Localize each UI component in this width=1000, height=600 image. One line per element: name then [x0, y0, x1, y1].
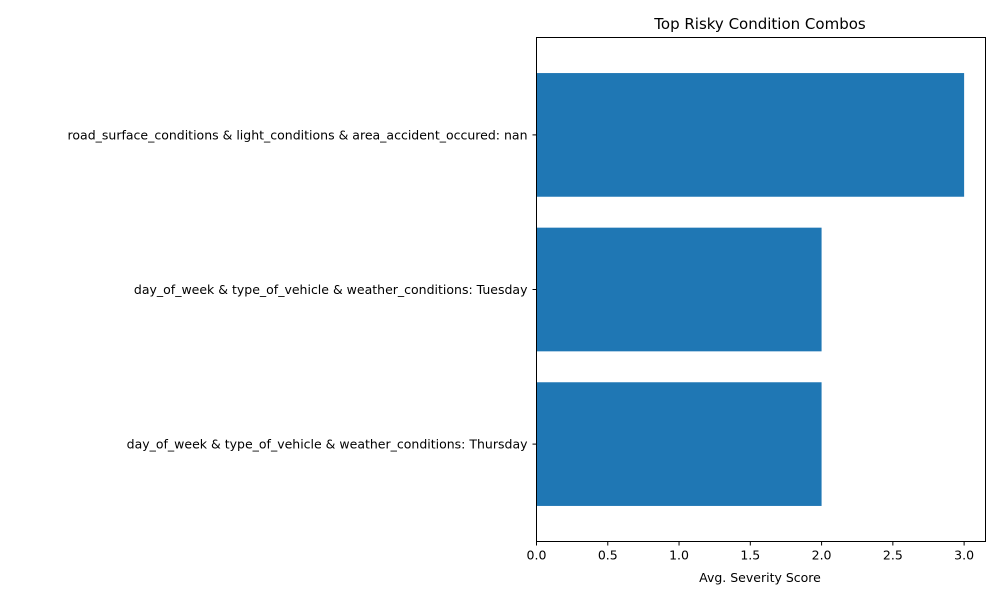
- x-axis-label: Avg. Severity Score: [699, 570, 821, 585]
- x-tick-label: 3.0: [954, 548, 974, 563]
- y-tick-label: road_surface_conditions & light_conditio…: [68, 127, 528, 142]
- chart-title: Top Risky Condition Combos: [653, 15, 866, 33]
- bars-group: [536, 73, 965, 506]
- x-tick-label: 0.0: [527, 548, 547, 563]
- x-tick-label: 1.0: [669, 548, 689, 563]
- y-tick-label: day_of_week & type_of_vehicle & weather_…: [134, 282, 528, 297]
- plot-frame: [536, 37, 986, 542]
- y-tick-label: day_of_week & type_of_vehicle & weather_…: [127, 437, 528, 452]
- x-tick-label: 1.5: [740, 548, 760, 563]
- x-tick-label: 2.0: [812, 548, 832, 563]
- bar: [536, 227, 822, 352]
- bar: [536, 382, 822, 506]
- x-tick-label: 2.5: [883, 548, 903, 563]
- x-axis-ticks: 0.0 0.5 1.0 1.5 2.0 2.5 3.0: [527, 541, 974, 563]
- y-axis-ticks: road_surface_conditions & light_conditio…: [68, 127, 537, 452]
- x-tick-label: 0.5: [598, 548, 618, 563]
- bar: [536, 73, 965, 197]
